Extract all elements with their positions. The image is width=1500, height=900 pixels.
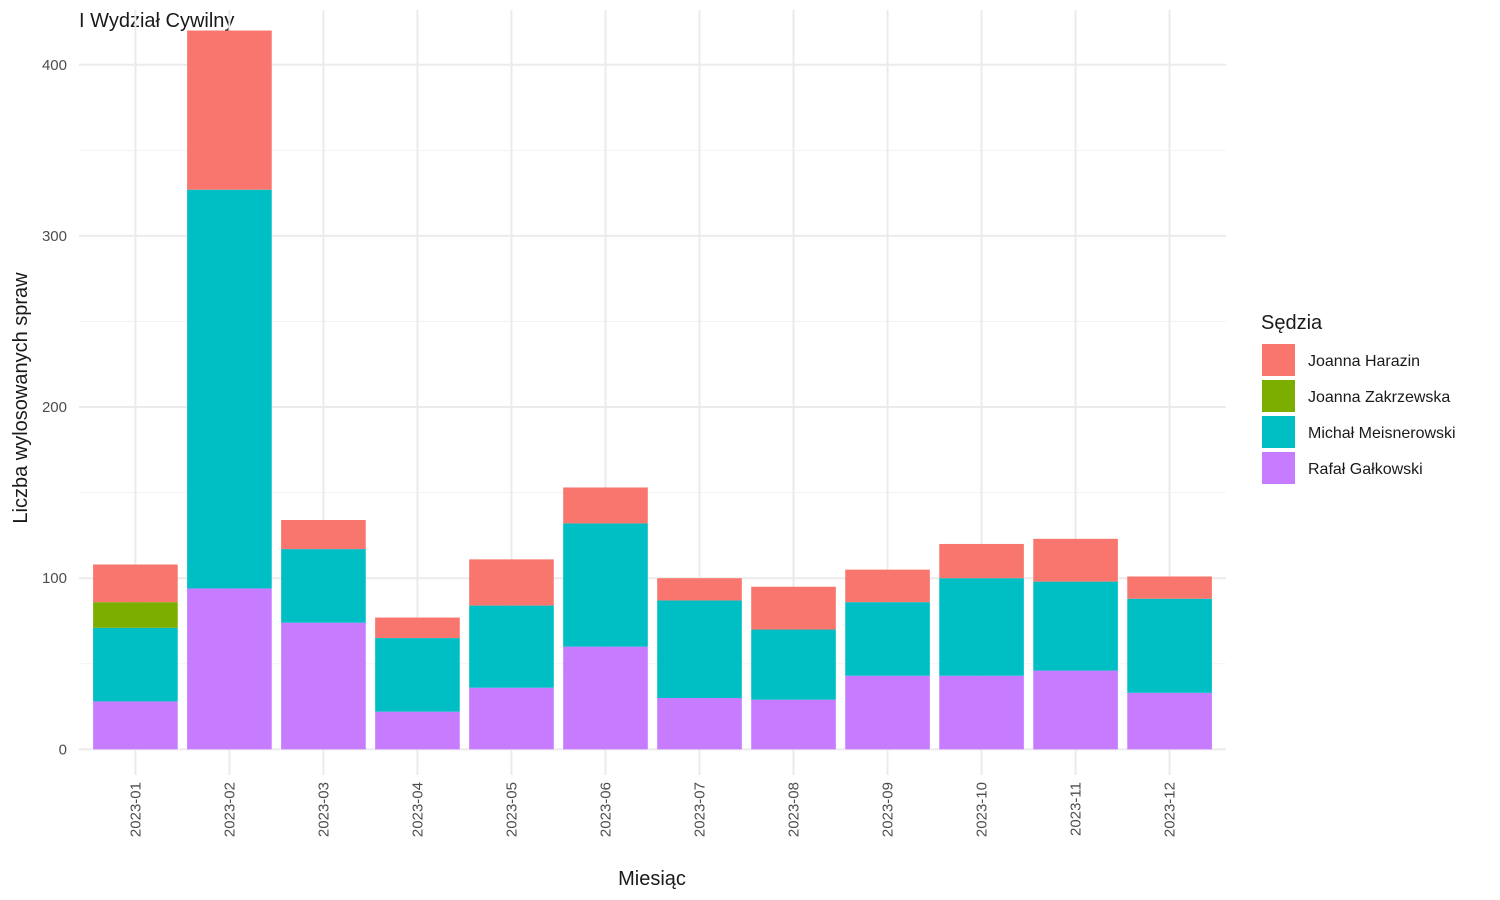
bar-segment-joanna-harazin-2023-08 [751, 586, 836, 630]
x-tick-label: 2023-07 [692, 782, 709, 837]
bar-segment-rafal-galkowski-2023-01 [93, 701, 178, 750]
bar-segment-rafal-galkowski-2023-07 [657, 697, 742, 750]
bar-segment-rafal-galkowski-2023-08 [751, 699, 836, 750]
legend-swatch-rafal-galkowski [1262, 452, 1295, 484]
bar-segment-joanna-harazin-2023-12 [1127, 576, 1212, 599]
bar-segment-joanna-harazin-2023-10 [939, 543, 1024, 579]
bar-segment-michal-meisnerowski-2023-11 [1033, 581, 1118, 671]
bar-segment-rafal-galkowski-2023-03 [281, 622, 366, 750]
bar-segment-michal-meisnerowski-2023-07 [657, 600, 742, 698]
bar-segment-michal-meisnerowski-2023-04 [375, 638, 460, 712]
x-tick-label: 2023-06 [597, 782, 614, 837]
bar-segment-michal-meisnerowski-2023-09 [845, 602, 930, 676]
x-tick-label: 2023-05 [503, 782, 520, 837]
x-tick-label: 2023-12 [1162, 782, 1179, 837]
bar-segment-rafal-galkowski-2023-02 [187, 588, 272, 750]
bar-segment-rafal-galkowski-2023-09 [845, 675, 930, 750]
legend-label-michal-meisnerowski: Michał Meisnerowski [1308, 425, 1456, 442]
y-tick-label: 300 [42, 228, 67, 245]
y-tick-label: 100 [42, 570, 67, 587]
legend-title: Sędzia [1261, 312, 1323, 334]
bar-segment-joanna-harazin-2023-04 [375, 617, 460, 639]
bar-segment-joanna-harazin-2023-09 [845, 569, 930, 603]
bar-segment-michal-meisnerowski-2023-05 [469, 605, 554, 688]
bar-segment-rafal-galkowski-2023-05 [469, 687, 554, 750]
x-tick-label: 2023-01 [127, 782, 144, 837]
bar-segment-michal-meisnerowski-2023-12 [1127, 598, 1212, 693]
bar-segment-joanna-harazin-2023-01 [93, 564, 178, 603]
bar-segment-rafal-galkowski-2023-10 [939, 675, 1024, 750]
bar-segment-joanna-harazin-2023-07 [657, 578, 742, 601]
bars [93, 30, 1212, 750]
bar-segment-michal-meisnerowski-2023-02 [187, 189, 272, 589]
bar-segment-joanna-harazin-2023-02 [187, 30, 272, 190]
x-axis-title: Miesiąc [618, 868, 686, 890]
y-axis-title: Liczba wylosowanych spraw [10, 272, 32, 524]
bar-segment-rafal-galkowski-2023-06 [563, 646, 648, 750]
x-tick-label: 2023-09 [880, 782, 897, 837]
y-tick-label: 0 [59, 741, 67, 758]
x-tick-label: 2023-10 [974, 782, 991, 837]
legend-label-joanna-zakrzewska: Joanna Zakrzewska [1308, 389, 1450, 406]
y-axis-ticks: 0 100 200 300 400 [42, 57, 67, 759]
bar-segment-michal-meisnerowski-2023-06 [563, 523, 648, 647]
x-axis-ticks: 2023-01 2023-02 2023-03 2023-04 2023-05 2023-… [127, 782, 1178, 837]
bar-segment-joanna-zakrzewska-2023-01 [93, 602, 178, 628]
x-tick-label: 2023-11 [1068, 782, 1085, 836]
bar-segment-rafal-galkowski-2023-04 [375, 711, 460, 750]
legend-swatch-joanna-zakrzewska [1262, 380, 1295, 412]
bar-segment-rafal-galkowski-2023-12 [1127, 692, 1212, 750]
x-tick-label: 2023-04 [409, 782, 426, 837]
bar-segment-rafal-galkowski-2023-11 [1033, 670, 1118, 750]
legend-label-joanna-harazin: Joanna Harazin [1308, 353, 1420, 370]
x-tick-label: 2023-02 [221, 782, 238, 837]
chart-title: I Wydział Cywilny [79, 10, 234, 32]
legend-label-rafal-galkowski: Rafał Gałkowski [1308, 461, 1423, 478]
bar-segment-michal-meisnerowski-2023-10 [939, 578, 1024, 676]
bar-segment-joanna-harazin-2023-06 [563, 487, 648, 524]
x-tick-label: 2023-08 [786, 782, 803, 837]
y-tick-label: 400 [42, 57, 67, 74]
legend-swatch-michal-meisnerowski [1262, 416, 1295, 448]
bar-segment-michal-meisnerowski-2023-01 [93, 627, 178, 702]
bar-segment-joanna-harazin-2023-05 [469, 559, 554, 606]
legend-swatch-joanna-harazin [1262, 344, 1295, 376]
bar-segment-joanna-harazin-2023-11 [1033, 538, 1118, 582]
legend: Sędzia Joanna Harazin Joanna Zakrzewska Mi… [1261, 312, 1456, 484]
y-tick-label: 200 [42, 399, 67, 416]
bar-segment-michal-meisnerowski-2023-03 [281, 549, 366, 623]
x-tick-label: 2023-03 [315, 782, 332, 837]
bar-segment-michal-meisnerowski-2023-08 [751, 629, 836, 700]
bar-segment-joanna-harazin-2023-03 [281, 520, 366, 550]
